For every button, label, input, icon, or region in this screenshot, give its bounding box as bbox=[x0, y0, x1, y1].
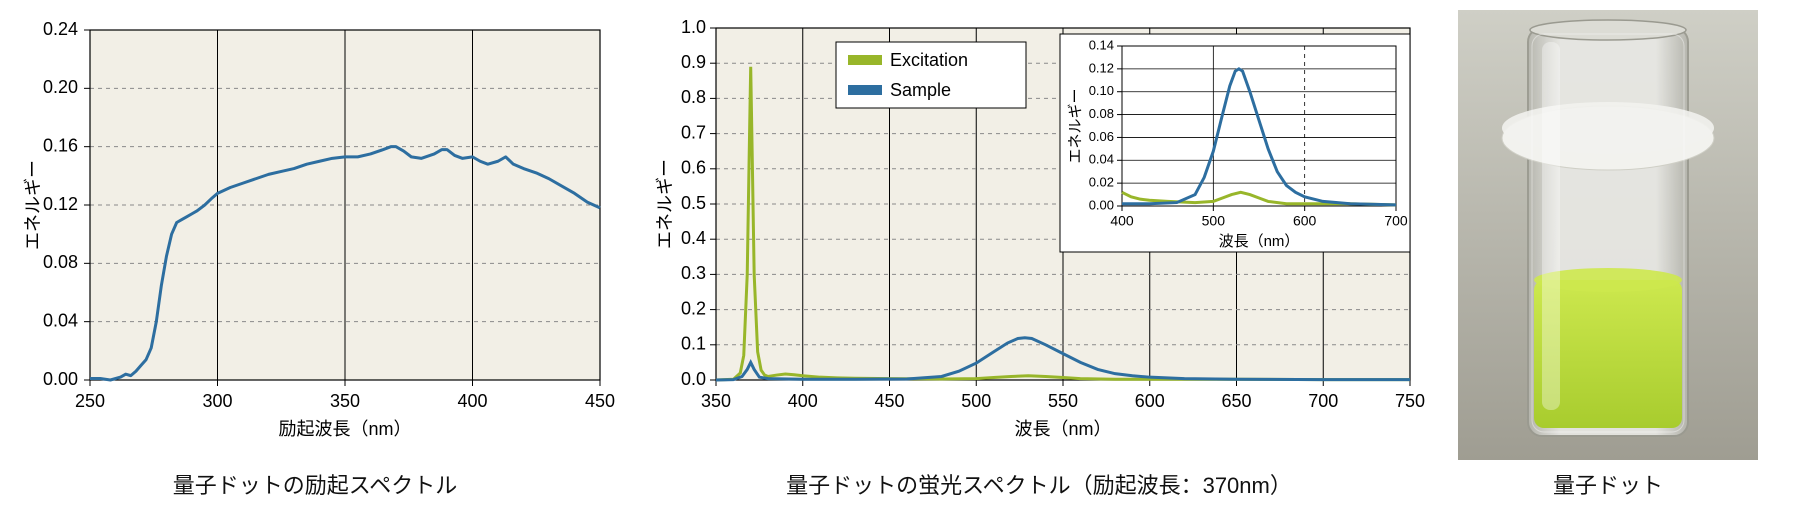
svg-text:エネルギー: エネルギー bbox=[1067, 88, 1084, 163]
svg-text:700: 700 bbox=[1308, 391, 1338, 411]
svg-text:0.20: 0.20 bbox=[43, 77, 78, 97]
svg-text:1.0: 1.0 bbox=[681, 17, 706, 37]
vial-photo-panel: 量子ドット bbox=[1458, 10, 1758, 500]
emission-spectrum-chart: 350 400 450 500 550 600 650 700 750 0.0 0.1 0.2 0.3 0… bbox=[644, 10, 1434, 460]
svg-text:0.9: 0.9 bbox=[681, 52, 706, 72]
svg-text:600: 600 bbox=[1135, 391, 1165, 411]
svg-text:0.08: 0.08 bbox=[43, 252, 78, 272]
svg-text:0.06: 0.06 bbox=[1089, 129, 1114, 144]
svg-text:400: 400 bbox=[457, 391, 487, 411]
svg-text:0.04: 0.04 bbox=[1089, 152, 1114, 167]
svg-text:0.8: 0.8 bbox=[681, 87, 706, 107]
excitation-spectrum-panel: 250 300 350 400 450 0.00 0.04 0.08 0.12 0.16 0.20 0… bbox=[10, 10, 620, 500]
svg-text:0.14: 0.14 bbox=[1089, 37, 1114, 52]
svg-text:0.04: 0.04 bbox=[43, 310, 78, 330]
svg-text:500: 500 bbox=[1202, 213, 1226, 229]
svg-text:Sample: Sample bbox=[890, 80, 951, 100]
svg-text:450: 450 bbox=[874, 391, 904, 411]
svg-text:450: 450 bbox=[585, 391, 615, 411]
svg-text:0.16: 0.16 bbox=[43, 135, 78, 155]
vial-photo bbox=[1458, 10, 1758, 460]
emission-spectrum-panel: 350 400 450 500 550 600 650 700 750 0.0 0.1 0.2 0.3 0… bbox=[644, 10, 1434, 500]
svg-text:エネルギー: エネルギー bbox=[23, 160, 43, 250]
svg-text:0.5: 0.5 bbox=[681, 193, 706, 213]
svg-text:0.2: 0.2 bbox=[681, 298, 706, 318]
svg-text:0.02: 0.02 bbox=[1089, 175, 1114, 190]
svg-text:0.24: 0.24 bbox=[43, 19, 78, 39]
svg-text:750: 750 bbox=[1395, 391, 1425, 411]
svg-text:0.08: 0.08 bbox=[1089, 106, 1114, 121]
emission-spectrum-caption: 量子ドットの蛍光スペクトル（励起波長：370nm） bbox=[786, 468, 1292, 500]
excitation-spectrum-caption: 量子ドットの励起スペクトル bbox=[173, 468, 457, 500]
vial-photo-caption: 量子ドット bbox=[1553, 468, 1663, 500]
svg-text:400: 400 bbox=[1110, 213, 1134, 229]
excitation-spectrum-chart: 250 300 350 400 450 0.00 0.04 0.08 0.12 0.16 0.20 0… bbox=[10, 10, 620, 460]
svg-text:0.00: 0.00 bbox=[1089, 197, 1114, 212]
svg-text:0.12: 0.12 bbox=[43, 194, 78, 214]
svg-text:300: 300 bbox=[202, 391, 232, 411]
svg-text:0.4: 0.4 bbox=[681, 228, 706, 248]
svg-text:500: 500 bbox=[961, 391, 991, 411]
svg-text:エネルギー: エネルギー bbox=[655, 159, 675, 249]
svg-text:0.10: 0.10 bbox=[1089, 83, 1114, 98]
svg-text:0.0: 0.0 bbox=[681, 369, 706, 389]
svg-text:0.6: 0.6 bbox=[681, 158, 706, 178]
svg-text:350: 350 bbox=[701, 391, 731, 411]
svg-text:600: 600 bbox=[1293, 213, 1317, 229]
svg-text:0.12: 0.12 bbox=[1089, 60, 1114, 75]
svg-text:350: 350 bbox=[330, 391, 360, 411]
svg-text:550: 550 bbox=[1048, 391, 1078, 411]
svg-text:Excitation: Excitation bbox=[890, 50, 968, 70]
svg-text:650: 650 bbox=[1221, 391, 1251, 411]
svg-text:400: 400 bbox=[788, 391, 818, 411]
svg-text:波長（nm）: 波長（nm） bbox=[1219, 233, 1300, 250]
svg-text:0.1: 0.1 bbox=[681, 334, 706, 354]
svg-text:0.00: 0.00 bbox=[43, 369, 78, 389]
svg-text:250: 250 bbox=[75, 391, 105, 411]
svg-text:励起波長（nm）: 励起波長（nm） bbox=[278, 419, 411, 439]
svg-text:700: 700 bbox=[1384, 213, 1408, 229]
svg-text:0.7: 0.7 bbox=[681, 122, 706, 142]
svg-text:0.3: 0.3 bbox=[681, 263, 706, 283]
svg-text:波長（nm）: 波長（nm） bbox=[1014, 419, 1111, 439]
